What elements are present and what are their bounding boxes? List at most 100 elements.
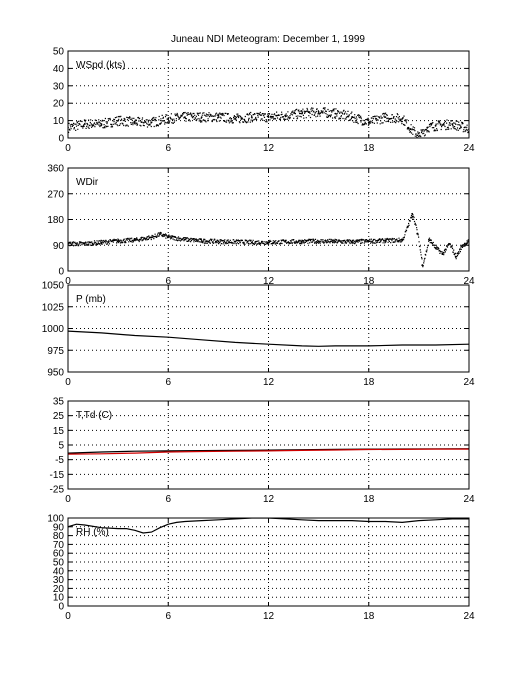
- data-point: [454, 255, 457, 258]
- data-point: [434, 124, 437, 127]
- data-point: [401, 239, 404, 242]
- data-point: [100, 123, 103, 125]
- plot-area: [68, 330, 469, 347]
- y-tick-label: -15: [50, 470, 65, 481]
- data-point: [384, 239, 387, 242]
- data-point: [426, 126, 429, 129]
- data-point: [417, 135, 420, 138]
- data-point: [133, 121, 136, 124]
- plot-area: [68, 107, 469, 138]
- x-tick-label: 6: [165, 143, 171, 154]
- data-point: [284, 240, 287, 243]
- x-tick-label: 12: [263, 494, 275, 505]
- y-tick-label: 30: [53, 81, 65, 92]
- data-point: [401, 117, 404, 120]
- panel-label: WSpd (kts): [76, 60, 125, 71]
- axes-frame: [67, 50, 470, 139]
- data-point: [184, 238, 186, 241]
- data-point: [167, 117, 170, 120]
- data-point: [83, 123, 86, 125]
- data-point: [167, 236, 170, 239]
- x-tick-label: 12: [263, 143, 275, 154]
- y-tick-label: 100: [47, 514, 64, 525]
- x-tick-label: 6: [165, 377, 171, 388]
- data-point: [250, 116, 253, 119]
- data-point: [421, 264, 424, 267]
- x-tick-label: 12: [263, 377, 275, 388]
- y-tick-label: 15: [53, 426, 65, 437]
- data-point: [117, 119, 120, 122]
- x-tick-label: 18: [363, 377, 375, 388]
- data-point: [434, 247, 437, 250]
- data-point: [158, 233, 161, 236]
- data-point: [200, 240, 203, 242]
- panel-wdir: 0 6 12 18 24 0 90 180 270 360 WDir: [47, 164, 475, 288]
- x-tick-label: 18: [363, 494, 375, 505]
- plot-area: [68, 212, 469, 268]
- data-point: [217, 240, 220, 243]
- y-tick-label: 25: [53, 411, 65, 422]
- y-tick-label: 975: [47, 346, 64, 357]
- x-tick-label: 6: [165, 276, 171, 287]
- data-point: [217, 116, 220, 119]
- plot-area: [68, 518, 469, 534]
- data-point: [150, 121, 153, 124]
- series-line-1: [68, 448, 469, 455]
- y-tick-label: 80: [53, 531, 65, 542]
- x-tick-label: 0: [65, 377, 71, 388]
- y-tick-label: 10: [53, 116, 65, 127]
- data-point: [411, 212, 414, 215]
- data-point: [267, 116, 270, 119]
- panel-p-mb: 0 6 12 18 24 950 975 1000 1025 1050 P (mb): [42, 281, 475, 389]
- data-point: [250, 241, 253, 244]
- y-tick-label: 90: [53, 241, 65, 252]
- x-tick-label: 24: [463, 143, 475, 154]
- x-tick-label: 24: [463, 276, 475, 287]
- data-point: [301, 112, 303, 115]
- data-point: [451, 123, 454, 125]
- panel-t-td-c: 0 6 12 18 24 -25 -15 -5 5 15 25 35 T,Td (C): [50, 397, 475, 506]
- panel-label: P (mb): [76, 294, 106, 305]
- x-tick-label: 6: [165, 494, 171, 505]
- x-tick-label: 0: [65, 143, 71, 154]
- y-tick-label: 5: [58, 441, 64, 452]
- y-tick-label: 0: [58, 602, 64, 613]
- x-tick-label: 18: [363, 276, 375, 287]
- y-tick-label: 50: [53, 47, 65, 58]
- data-point: [317, 240, 320, 243]
- data-point: [416, 232, 419, 235]
- x-tick-label: 12: [263, 611, 275, 622]
- data-point: [334, 240, 337, 243]
- x-tick-label: 6: [165, 611, 171, 622]
- data-point: [184, 116, 186, 119]
- data-point: [461, 244, 464, 247]
- y-tick-label: 90: [53, 522, 65, 533]
- x-tick-label: 0: [65, 611, 71, 622]
- panel-label: WDir: [76, 177, 99, 188]
- y-tick-label: 30: [53, 575, 65, 586]
- data-point: [384, 116, 387, 119]
- data-point: [234, 117, 236, 120]
- data-point: [117, 240, 120, 242]
- data-point: [351, 240, 353, 243]
- x-tick-label: 24: [463, 494, 475, 505]
- y-tick-label: 1025: [42, 302, 65, 313]
- data-point: [200, 116, 203, 119]
- y-tick-label: 40: [53, 64, 65, 75]
- data-point: [441, 252, 444, 255]
- y-tick-label: 70: [53, 540, 65, 551]
- y-tick-label: 50: [53, 558, 65, 569]
- data-point: [133, 239, 136, 242]
- y-tick-label: 1050: [42, 281, 65, 292]
- data-point: [267, 241, 270, 244]
- data-point: [367, 240, 370, 243]
- x-tick-label: 18: [363, 611, 375, 622]
- x-tick-label: 24: [463, 611, 475, 622]
- y-tick-label: 950: [47, 368, 64, 379]
- panel-label: T,Td (C): [76, 410, 112, 421]
- series-line-0: [68, 518, 469, 534]
- y-tick-label: 270: [47, 189, 64, 200]
